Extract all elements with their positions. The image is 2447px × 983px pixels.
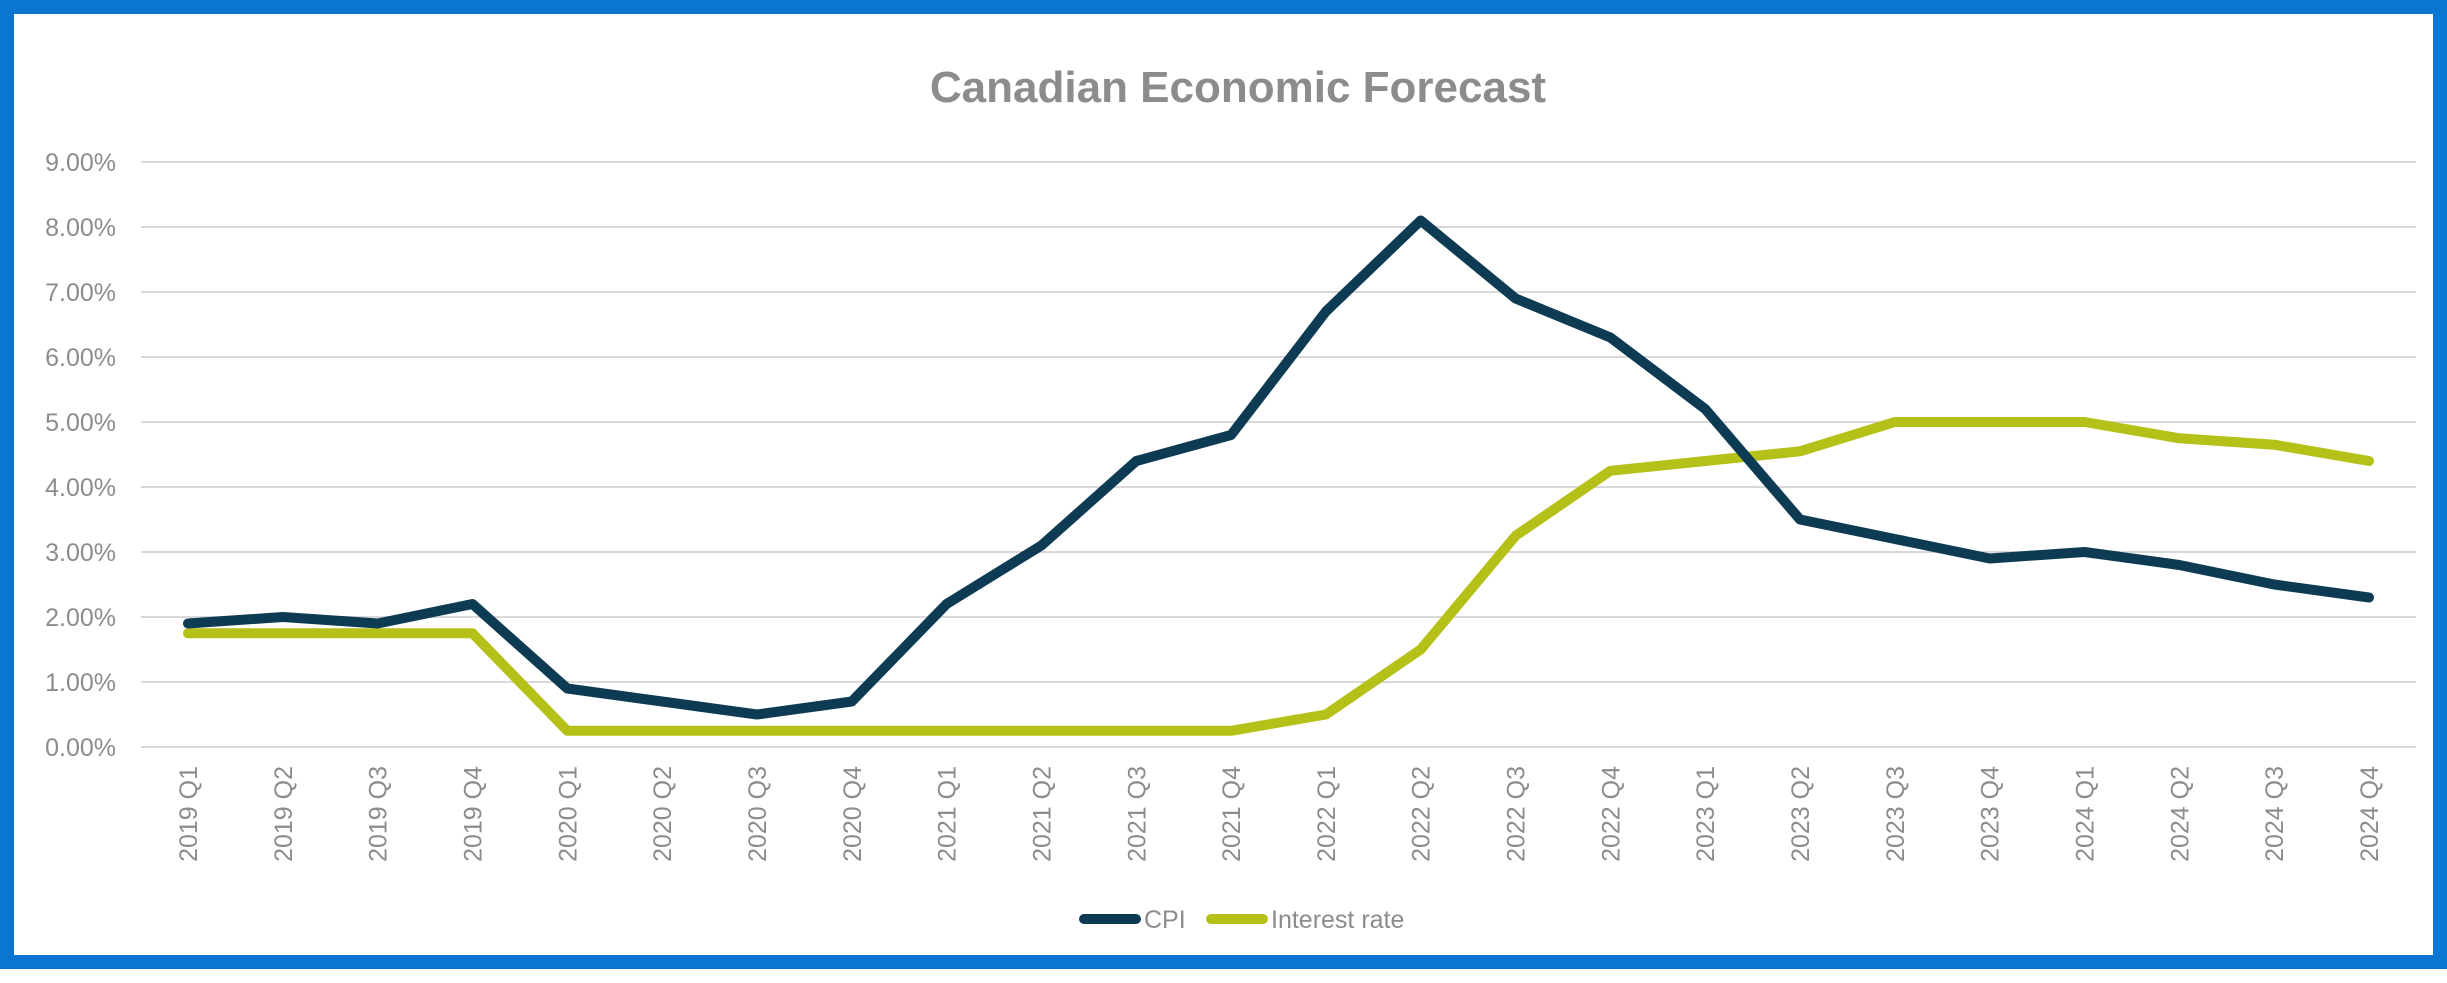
x-tick-label: 2022 Q1 — [1313, 766, 1341, 862]
line-chart: Canadian Economic Forecast 0.00% 1.00% 2.0… — [45, 63, 2416, 934]
y-tick-label: 8.00% — [45, 214, 116, 242]
x-tick-label: 2021 Q1 — [934, 766, 962, 862]
x-tick-label: 2022 Q4 — [1597, 766, 1625, 862]
x-tick-label: 2023 Q1 — [1692, 766, 1720, 862]
x-tick-label: 2022 Q2 — [1408, 766, 1436, 862]
series-line-interest-rate — [183, 417, 2374, 736]
x-tick-label: 2019 Q1 — [175, 766, 203, 862]
x-tick-label: 2021 Q3 — [1123, 766, 1151, 862]
x-tick-label: 2023 Q4 — [1977, 766, 2005, 862]
y-tick-label: 7.00% — [45, 279, 116, 307]
y-axis-ticks: 0.00% 1.00% 2.00% 3.00% 4.00% 5.00% 6.00% 7.00%… — [45, 149, 116, 762]
series-lines — [183, 215, 2374, 736]
x-tick-label: 2020 Q4 — [839, 766, 867, 862]
x-tick-label: 2022 Q3 — [1503, 766, 1531, 862]
y-tick-label: 9.00% — [45, 149, 116, 177]
x-tick-label: 2019 Q2 — [270, 766, 298, 862]
x-tick-label: 2023 Q3 — [1882, 766, 1910, 862]
x-tick-label: 2020 Q3 — [744, 766, 772, 862]
x-tick-label: 2021 Q2 — [1028, 766, 1056, 862]
gridlines — [141, 161, 2416, 748]
y-tick-label: 0.00% — [45, 734, 116, 762]
x-tick-label: 2024 Q2 — [2166, 766, 2194, 862]
x-tick-label: 2020 Q2 — [649, 766, 677, 862]
y-tick-label: 3.00% — [45, 539, 116, 567]
x-tick-label: 2021 Q4 — [1218, 766, 1246, 862]
legend: CPI Interest rate — [1079, 906, 1404, 934]
x-tick-label: 2023 Q2 — [1787, 766, 1815, 862]
x-tick-label: 2024 Q1 — [2072, 766, 2100, 862]
x-tick-label: 2019 Q3 — [365, 766, 393, 862]
y-tick-label: 2.00% — [45, 604, 116, 632]
y-tick-label: 5.00% — [45, 409, 116, 437]
y-tick-label: 6.00% — [45, 344, 116, 372]
x-tick-label: 2024 Q4 — [2356, 766, 2384, 862]
x-axis-ticks: 2019 Q1 2019 Q2 2019 Q3 2019 Q4 2020 Q1 2020 … — [175, 766, 2384, 862]
series-line-cpi — [183, 215, 2374, 720]
x-tick-label: 2020 Q1 — [554, 766, 582, 862]
legend-label-cpi: CPI — [1144, 906, 1186, 934]
x-tick-label: 2019 Q4 — [459, 766, 487, 862]
x-tick-label: 2024 Q3 — [2261, 766, 2289, 862]
y-tick-label: 4.00% — [45, 474, 116, 502]
legend-label-interest-rate: Interest rate — [1271, 906, 1404, 934]
y-tick-label: 1.00% — [45, 669, 116, 697]
chart-title: Canadian Economic Forecast — [930, 63, 1547, 112]
